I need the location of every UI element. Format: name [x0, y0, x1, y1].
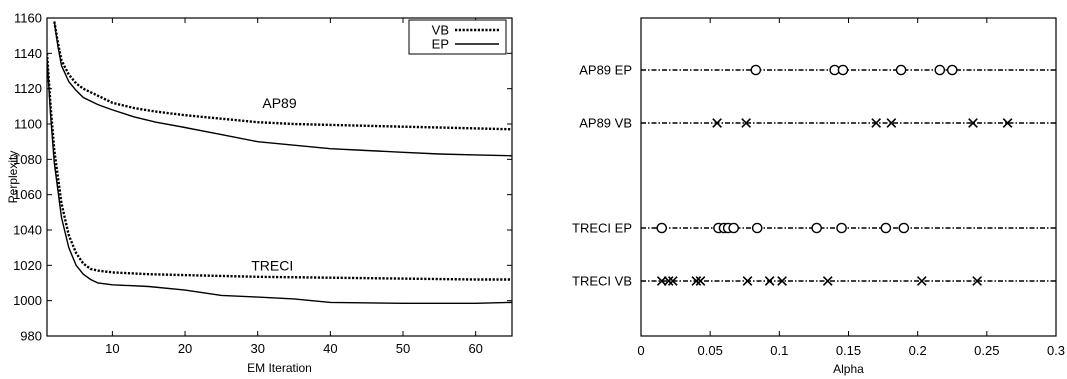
alpha-x-tick-label: 0.05 [698, 343, 723, 358]
alpha-point-cross [968, 118, 978, 128]
y-tick-label: 1160 [14, 11, 42, 26]
y-tick-label: 1000 [13, 293, 42, 308]
series-ep-line-2 [47, 56, 512, 304]
alpha-row: TRECI VB [572, 274, 1056, 289]
legend-box [408, 19, 507, 55]
alpha-point-circle [750, 64, 762, 76]
x-tick-label: 50 [396, 341, 410, 356]
y-tick-label: 1020 [13, 258, 42, 273]
alpha-point-cross [764, 276, 775, 286]
alpha-x-tick-label: 0 [637, 343, 644, 358]
y-tick-label: 980 [20, 329, 42, 344]
alpha-x-tick-label: 0.1 [770, 343, 788, 358]
alpha-point-cross [742, 276, 753, 286]
alpha-point-circle [946, 64, 958, 76]
alpha-point-cross [667, 276, 678, 286]
alpha-point-cross [916, 276, 927, 286]
alpha-point-circle [728, 222, 739, 234]
alpha-point-cross [972, 276, 983, 286]
x-axis-label: EM Iteration [247, 361, 312, 375]
y-tick-label: 1080 [13, 152, 42, 167]
alpha-rows-layer: AP89 EP AP89 VB TRECI EP TRECI VB [572, 63, 1056, 289]
alpha-row: AP89 EP [579, 63, 1056, 78]
alpha-point-circle [880, 222, 892, 234]
alpha-point-cross [712, 118, 722, 128]
x-tick-label: 40 [323, 341, 337, 356]
legend-entry-label: VB [432, 23, 449, 38]
perplexity-chart: 9801000102010401060108011001120114011601… [6, 11, 513, 375]
alpha-point-circle [898, 222, 910, 234]
legend-entry-label: EP [432, 37, 449, 52]
row-label: TRECI VB [572, 274, 632, 289]
alpha-point-cross [695, 276, 706, 286]
alpha-point-cross [871, 118, 882, 128]
series-ep-line-1 [53, 21, 512, 157]
row-label: TRECI EP [572, 221, 632, 236]
perplexity-tick-layer: 9801000102010401060108011001120114011601… [13, 11, 512, 356]
alpha-point-circle [811, 222, 822, 234]
alpha-point-cross [886, 118, 897, 128]
series-vb-line-1 [53, 21, 512, 131]
x-tick-label: 30 [250, 341, 264, 356]
perplexity-series-layer [47, 21, 512, 304]
annotation-label: AP89 [262, 95, 296, 111]
alpha-x-axis-label: Alpha [833, 362, 864, 376]
alpha-point-cross [1002, 118, 1013, 128]
alpha-x-tick-label: 0.15 [836, 343, 861, 358]
x-tick-label: 10 [105, 341, 119, 356]
alpha-point-cross [777, 276, 787, 286]
alpha-point-cross [663, 276, 674, 286]
annotation-label: TRECI [251, 258, 293, 274]
alpha-row: TRECI EP [572, 221, 1056, 236]
alpha-point-cross [741, 118, 751, 128]
y-tick-label: 1140 [14, 46, 42, 61]
alpha-point-cross [656, 276, 667, 286]
y-tick-label: 1060 [13, 187, 42, 202]
alpha-point-circle [895, 64, 907, 76]
y-tick-label: 1100 [14, 117, 42, 132]
series-vb-line-2 [47, 53, 512, 281]
row-label: AP89 EP [579, 63, 632, 78]
alpha-x-tick-label: 0.2 [909, 343, 927, 358]
perplexity-plot-frame [46, 17, 513, 337]
x-tick-label: 20 [178, 341, 192, 356]
alpha-point-cross [822, 276, 833, 286]
y-tick-label: 1120 [14, 81, 42, 96]
alpha-x-tick-label: 0.3 [1047, 343, 1065, 358]
row-label: AP89 VB [579, 116, 632, 131]
x-tick-label: 60 [468, 341, 482, 356]
alpha-row: AP89 VB [579, 116, 1056, 131]
alpha-tick-layer: 0 0.05 0.1 0.15 0.2 0.25 0.3 [637, 18, 1065, 358]
alpha-point-circle [934, 64, 946, 76]
alpha-plot-frame [640, 17, 1057, 337]
alpha-x-tick-label: 0.25 [974, 343, 999, 358]
y-axis-label: Perplexity [6, 151, 20, 204]
alpha-point-circle [836, 222, 847, 234]
y-tick-label: 1040 [13, 223, 42, 238]
alpha-point-cross [691, 276, 702, 286]
alpha-point-circle [751, 222, 763, 234]
alpha-point-circle [837, 64, 849, 76]
annotation-layer: AP89 TRECI [251, 95, 297, 274]
alpha-point-circle [656, 222, 668, 234]
